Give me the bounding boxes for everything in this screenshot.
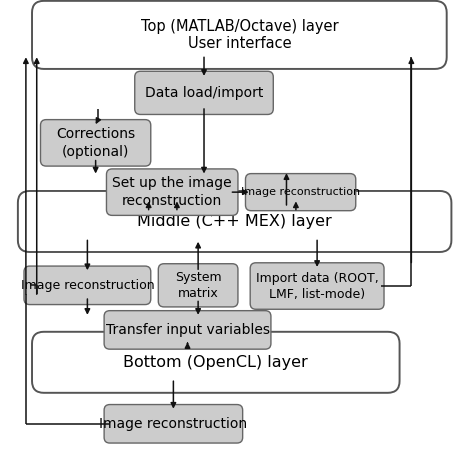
FancyBboxPatch shape [32, 1, 447, 69]
FancyBboxPatch shape [135, 71, 273, 114]
Text: Data load/import: Data load/import [145, 86, 263, 100]
Text: Set up the image
reconstruction: Set up the image reconstruction [112, 176, 232, 208]
Text: System
matrix: System matrix [175, 271, 221, 300]
FancyBboxPatch shape [107, 169, 238, 215]
FancyBboxPatch shape [246, 173, 356, 210]
Text: Image reconstruction: Image reconstruction [241, 187, 360, 197]
Text: Image reconstruction: Image reconstruction [20, 279, 154, 292]
FancyBboxPatch shape [40, 119, 151, 166]
FancyBboxPatch shape [104, 310, 271, 349]
Text: Bottom (OpenCL) layer: Bottom (OpenCL) layer [123, 355, 308, 370]
FancyBboxPatch shape [18, 191, 451, 252]
FancyBboxPatch shape [250, 263, 384, 309]
Text: Top (MATLAB/Octave) layer
User interface: Top (MATLAB/Octave) layer User interface [141, 18, 338, 51]
Text: Middle (C++ MEX) layer: Middle (C++ MEX) layer [137, 214, 332, 229]
FancyBboxPatch shape [104, 404, 243, 443]
FancyBboxPatch shape [158, 264, 238, 307]
Text: Image reconstruction: Image reconstruction [100, 417, 247, 431]
Text: Corrections
(optional): Corrections (optional) [56, 127, 135, 158]
Text: Transfer input variables: Transfer input variables [106, 323, 270, 337]
FancyBboxPatch shape [24, 266, 151, 305]
FancyBboxPatch shape [32, 332, 400, 393]
Text: Import data (ROOT,
LMF, list-mode): Import data (ROOT, LMF, list-mode) [256, 272, 378, 301]
